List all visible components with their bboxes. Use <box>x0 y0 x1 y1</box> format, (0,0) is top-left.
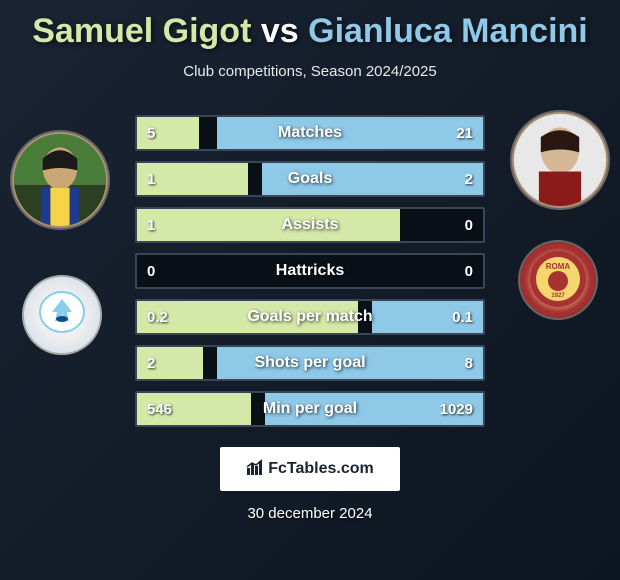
vs-text: vs <box>261 12 299 50</box>
stats-container: 5 21 Matches 1 2 Goals 1 0 Assists 0 0 Hattricks 0.2… <box>135 110 485 427</box>
footer-date: 30 december 2024 <box>0 505 620 522</box>
subtitle: Club competitions, Season 2024/2025 <box>0 63 620 80</box>
stat-value-player1: 1 <box>147 217 155 234</box>
stat-value-player1: 546 <box>147 401 172 418</box>
player2-club-logo: ROMA 1927 <box>518 240 598 320</box>
stat-bar-player2 <box>217 117 483 149</box>
stat-row: 546 1029 Min per goal <box>135 391 485 427</box>
stat-label: Hattricks <box>276 262 344 280</box>
stat-value-player1: 0 <box>147 263 155 280</box>
player1-club-logo <box>22 275 102 355</box>
stat-value-player1: 5 <box>147 125 155 142</box>
player1-name: Samuel Gigot <box>32 12 251 50</box>
player1-avatar-image <box>12 132 108 228</box>
stat-value-player2: 2 <box>465 171 473 188</box>
stat-row: 0 0 Hattricks <box>135 253 485 289</box>
stat-label: Shots per goal <box>254 354 365 372</box>
stat-value-player2: 0 <box>465 217 473 234</box>
stat-label: Goals per match <box>247 308 372 326</box>
footer-site-logo: FcTables.com <box>220 447 400 491</box>
stat-value-player2: 0 <box>465 263 473 280</box>
svg-text:1927: 1927 <box>551 293 565 299</box>
stat-value-player1: 0.2 <box>147 309 168 326</box>
stat-label: Min per goal <box>263 400 357 418</box>
stat-row: 1 2 Goals <box>135 161 485 197</box>
footer-site-name: FcTables.com <box>268 460 374 478</box>
stat-label: Goals <box>288 170 332 188</box>
stat-row: 1 0 Assists <box>135 207 485 243</box>
player2-avatar <box>510 110 610 210</box>
content-area: ROMA 1927 5 21 Matches 1 2 Goals 1 0 Assists 0 0 Ha… <box>0 110 620 427</box>
player2-avatar-image <box>512 112 608 208</box>
stat-value-player2: 1029 <box>440 401 473 418</box>
stat-value-player2: 21 <box>456 125 473 142</box>
comparison-title: Samuel Gigot vs Gianluca Mancini <box>0 0 620 51</box>
stat-label: Matches <box>278 124 342 142</box>
stat-value-player1: 1 <box>147 171 155 188</box>
player1-avatar <box>10 130 110 230</box>
chart-icon <box>246 458 264 481</box>
stat-row: 0.2 0.1 Goals per match <box>135 299 485 335</box>
lazio-logo-icon <box>37 287 87 344</box>
stat-row: 5 21 Matches <box>135 115 485 151</box>
stat-row: 2 8 Shots per goal <box>135 345 485 381</box>
stat-label: Assists <box>282 216 339 234</box>
svg-text:ROMA: ROMA <box>546 262 571 271</box>
stat-bar-player1 <box>137 209 400 241</box>
stat-value-player2: 8 <box>465 355 473 372</box>
stat-value-player2: 0.1 <box>452 309 473 326</box>
roma-logo-icon: ROMA 1927 <box>528 249 588 312</box>
player2-name: Gianluca Mancini <box>308 12 588 50</box>
stat-value-player1: 2 <box>147 355 155 372</box>
